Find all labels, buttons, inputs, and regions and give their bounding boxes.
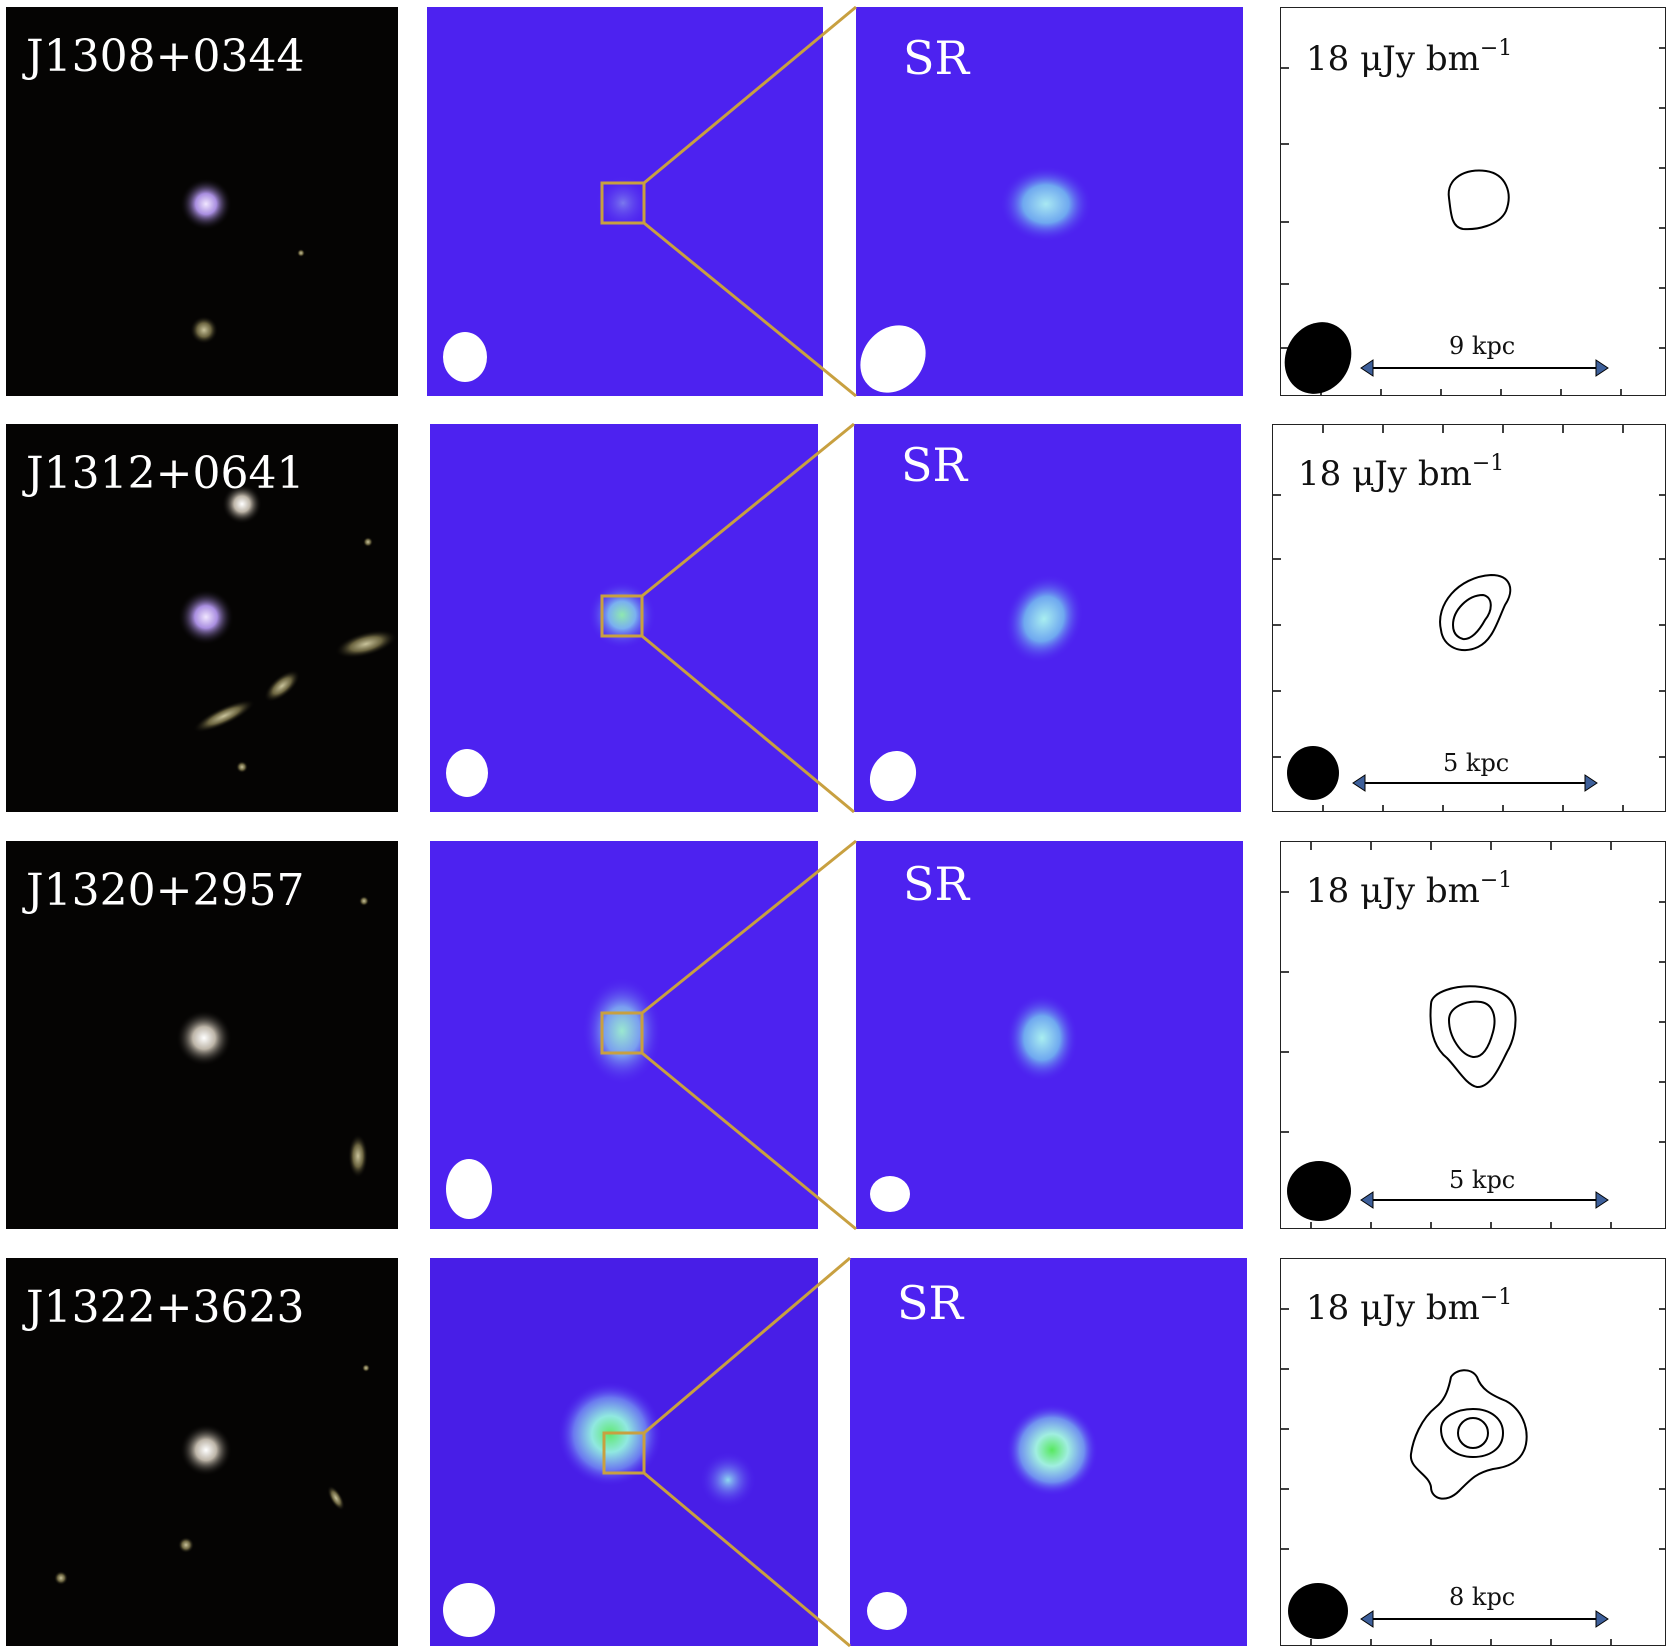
sr-label: SR <box>903 31 970 85</box>
contour-line <box>1409 1369 1528 1500</box>
zoom-box <box>600 594 644 638</box>
sr-image-row-3: SR <box>856 841 1243 1229</box>
flux-label: 18 μJy bm−1 <box>1306 1285 1513 1328</box>
radio-emission-map <box>430 1258 818 1646</box>
scale-label: 9 kpc <box>1449 332 1516 360</box>
radio-image-row-3 <box>430 841 818 1229</box>
beam-ellipse <box>1287 746 1339 800</box>
scale-label: 8 kpc <box>1449 1583 1516 1611</box>
flux-exponent: −1 <box>1479 1285 1513 1310</box>
contour-line <box>1457 1417 1489 1449</box>
optical-sources <box>176 896 369 1178</box>
axis-ticks <box>1281 47 1665 395</box>
contour-plot <box>1281 842 1665 1228</box>
source-name: J1322+3623 <box>26 1282 305 1333</box>
contour-line <box>1429 985 1517 1089</box>
contour-line <box>1447 1000 1496 1059</box>
sr-image-row-4: SR <box>850 1258 1247 1646</box>
contour-panel-row-3: 18 μJy bm−1 5 kpc <box>1280 841 1666 1229</box>
beam-ellipse <box>446 749 488 797</box>
contour-plot <box>1281 47 1665 395</box>
axis-ticks <box>1281 842 1665 1228</box>
axis-ticks <box>1281 1308 1665 1645</box>
radio-emission-map <box>443 175 651 382</box>
beam-ellipse <box>869 750 917 802</box>
beam-ellipse <box>867 1592 907 1630</box>
optical-image-row-4: J1322+3623 <box>6 1258 398 1646</box>
sr-emission-map <box>867 1404 1098 1630</box>
flux-unit: μJy bm <box>1360 871 1480 911</box>
optical-sources <box>178 484 398 773</box>
contour-line <box>1451 593 1492 641</box>
beam-ellipse <box>443 1583 495 1637</box>
beam-ellipse <box>870 1176 910 1212</box>
source-name: J1320+2957 <box>26 865 305 916</box>
optical-sources <box>54 1364 370 1585</box>
sr-label: SR <box>897 1276 964 1330</box>
source-name: J1312+0641 <box>26 448 305 499</box>
scale-label: 5 kpc <box>1449 1166 1516 1194</box>
optical-sources <box>180 178 305 344</box>
flux-label: 18 μJy bm−1 <box>1306 36 1513 79</box>
optical-image-row-1: J1308+0344 <box>6 7 398 396</box>
contour-line <box>1439 1407 1505 1459</box>
radio-image-row-1 <box>427 7 823 396</box>
sr-image-row-2: SR <box>854 424 1241 812</box>
contour-panel-row-4: 18 μJy bm−1 8 kpc <box>1280 1258 1666 1646</box>
flux-unit: μJy bm <box>1352 454 1472 494</box>
flux-label: 18 μJy bm−1 <box>1298 451 1505 494</box>
zoom-box <box>602 1431 646 1475</box>
flux-exponent: −1 <box>1479 36 1513 61</box>
flux-exponent: −1 <box>1471 451 1505 476</box>
scale-label: 5 kpc <box>1443 749 1510 777</box>
beam-ellipse <box>443 332 487 382</box>
flux-unit: μJy bm <box>1360 1288 1480 1328</box>
radio-image-row-2 <box>430 424 818 812</box>
sr-emission-map <box>869 574 1084 802</box>
beam-ellipse <box>446 1159 492 1219</box>
axis-ticks <box>1273 425 1665 811</box>
flux-value: 18 <box>1306 871 1350 911</box>
radio-emission-map <box>446 581 656 797</box>
flux-value: 18 <box>1306 39 1350 79</box>
sr-label: SR <box>901 438 968 492</box>
beam-ellipse <box>1287 1161 1351 1221</box>
contour-plot <box>1273 425 1665 811</box>
contour-line <box>1447 169 1510 231</box>
optical-image-row-3: J1320+2957 <box>6 841 398 1229</box>
flux-exponent: −1 <box>1479 868 1513 893</box>
flux-value: 18 <box>1306 1288 1350 1328</box>
beam-ellipse <box>860 325 926 393</box>
beam-ellipse <box>1284 322 1352 394</box>
zoom-box <box>600 181 646 225</box>
flux-label: 18 μJy bm−1 <box>1306 868 1513 911</box>
optical-image-row-2: J1312+0641 <box>6 424 398 812</box>
source-name: J1308+0344 <box>26 31 305 82</box>
zoom-box <box>600 1011 644 1055</box>
contour-line <box>1439 573 1512 652</box>
sr-emission-map <box>870 994 1078 1212</box>
flux-unit: μJy bm <box>1360 39 1480 79</box>
sr-image-row-1: SR <box>856 7 1243 396</box>
radio-image-row-4 <box>430 1258 818 1646</box>
flux-value: 18 <box>1298 454 1342 494</box>
contour-panel-row-1: 18 μJy bm−1 9 kpc <box>1280 7 1666 396</box>
sr-label: SR <box>903 857 970 911</box>
sr-emission-map <box>860 166 1092 393</box>
contour-plot <box>1281 1308 1665 1645</box>
beam-ellipse <box>1288 1583 1348 1639</box>
radio-emission-map <box>446 977 662 1219</box>
contour-panel-row-2: 18 μJy bm−1 5 kpc <box>1272 424 1666 812</box>
